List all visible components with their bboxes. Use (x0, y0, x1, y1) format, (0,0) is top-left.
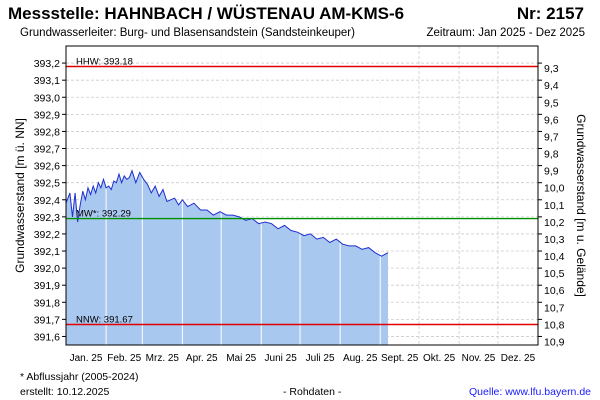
chart-title: Messstelle: HAHNBACH / WÜSTENAU AM-KMS-6 (8, 4, 405, 23)
y-tick-label-right: 9,8 (544, 149, 559, 161)
station-number: Nr: 2157 (516, 4, 584, 23)
y-tick-label-left: 392,7 (34, 144, 60, 156)
y-tick-label-right: 9,7 (544, 131, 559, 143)
reference-line-label: MW*: 392.29 (76, 209, 131, 220)
y-tick-label-left: 391,8 (34, 297, 60, 309)
y-tick-label-left: 392,0 (34, 263, 60, 275)
created-date: erstellt: 10.12.2025 (20, 386, 110, 398)
y-tick-label-left: 392,6 (34, 161, 60, 173)
y-tick-label-right: 9,5 (544, 97, 559, 109)
y-tick-label-left: 393,1 (34, 75, 60, 87)
y-tick-label-left: 393,0 (34, 92, 60, 104)
y-tick-label-left: 392,5 (34, 178, 60, 190)
x-tick-label: Okt. 25 (423, 353, 456, 364)
y-tick-label-left: 392,9 (34, 109, 60, 121)
reference-line-label: NNW: 391.67 (76, 314, 133, 325)
plot-frame (65, 45, 539, 346)
y-tick-label-left: 393,2 (34, 58, 60, 70)
raw-data-label: - Rohdaten - (283, 386, 342, 398)
y-tick-label-right: 9,4 (544, 80, 559, 92)
x-tick-label: Juni 25 (265, 353, 298, 364)
y-tick-label-right: 9,6 (544, 114, 559, 126)
y-tick-label-left: 392,4 (34, 195, 60, 207)
source-credit: Quelle: www.lfu.bayern.de (469, 386, 591, 398)
water-level-line (65, 169, 389, 257)
period-label: Zeitraum: Jan 2025 - Dez 2025 (426, 27, 585, 39)
y-tick-label-left: 391,7 (34, 314, 60, 326)
y-tick-label-right: 10,0 (544, 183, 565, 195)
source-link[interactable]: www.lfu.bayern.de (505, 386, 591, 398)
y-tick-label-right: 10,2 (544, 217, 565, 229)
y-tick-label-left: 391,9 (34, 280, 60, 292)
source-label: Quelle: (469, 386, 506, 398)
y-axis-label-left: Grundwasserstand [m ü. NN] (13, 118, 27, 273)
y-tick-label-left: 392,2 (34, 229, 60, 241)
y-tick-label-left: 392,8 (34, 126, 60, 138)
y-tick-label-right: 10,1 (544, 200, 565, 212)
x-tick-label: Jan. 25 (70, 353, 103, 364)
y-tick-label-right: 10,7 (544, 302, 565, 314)
y-tick-label-left: 392,1 (34, 246, 60, 258)
y-tick-label-left: 392,3 (34, 212, 60, 224)
x-tick-label: Sept. 25 (381, 353, 419, 364)
y-tick-label-right: 10,3 (544, 234, 565, 246)
y-tick-label-right: 10,8 (544, 319, 565, 331)
aquifer-label: Grundwasserleiter: Burg- und Blasensands… (20, 27, 355, 39)
x-tick-label: Nov. 25 (462, 353, 496, 364)
footnote-mean: * Abflussjahr (2005-2024) (20, 371, 139, 383)
x-tick-label: Apr. 25 (186, 353, 218, 364)
y-tick-label-right: 10,4 (544, 251, 565, 263)
x-tick-label: Aug. 25 (343, 353, 378, 364)
y-tick-label-right: 10,5 (544, 268, 565, 280)
y-tick-label-right: 9,9 (544, 166, 559, 178)
y-tick-label-right: 10,6 (544, 285, 565, 297)
x-tick-label: Dez. 25 (501, 353, 536, 364)
x-tick-label: Mai 25 (226, 353, 256, 364)
water-level-area (66, 170, 388, 345)
reference-line-label: HHW: 393.18 (76, 57, 133, 68)
x-tick-label: Mrz. 25 (146, 353, 180, 364)
y-axis-label-right: Grundwasserstand [m u. Gelände] (574, 114, 588, 297)
y-tick-label-left: 391,6 (34, 331, 60, 343)
x-tick-label: Juli 25 (306, 353, 335, 364)
y-tick-label-right: 10,9 (544, 336, 565, 348)
x-tick-label: Feb. 25 (107, 353, 141, 364)
y-tick-label-right: 9,3 (544, 63, 559, 75)
